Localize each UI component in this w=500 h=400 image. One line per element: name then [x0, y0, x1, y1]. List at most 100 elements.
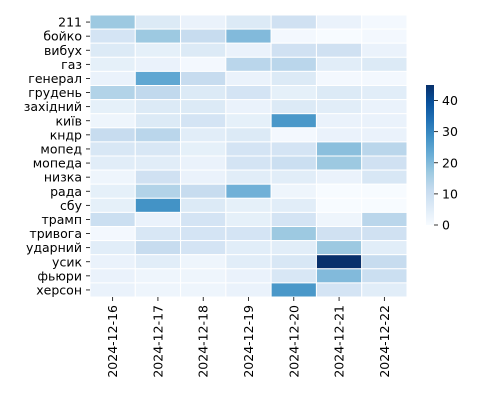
heatmap-cell — [225, 211, 272, 227]
heatmap-cell — [315, 226, 363, 242]
heatmap-cell — [270, 99, 317, 115]
heatmap-cell — [270, 155, 317, 171]
heatmap-cell — [180, 240, 227, 256]
heatmap-cell — [89, 127, 136, 143]
heatmap-cell — [225, 113, 272, 129]
x-tick-label: 2024-12-19 — [241, 305, 256, 378]
heatmap-cell — [134, 211, 182, 227]
y-tick-label: кндр — [50, 127, 82, 142]
y-tick-label: бойко — [43, 29, 82, 44]
heatmap-cell — [180, 28, 227, 44]
heatmap-cell — [134, 169, 182, 185]
heatmap-cell — [270, 254, 317, 270]
colorbar-tick-label: 10 — [442, 186, 458, 201]
x-tick-label: 2024-12-16 — [105, 305, 120, 378]
heatmap-cell — [134, 282, 182, 298]
heatmap-cell — [89, 42, 136, 58]
heatmap-cell — [315, 113, 363, 129]
heatmap-cell — [315, 155, 363, 171]
y-tick-label: газ — [61, 57, 82, 72]
heatmap-cell — [225, 14, 272, 30]
heatmap-cell — [315, 14, 363, 30]
colorbar-tick-label: 30 — [442, 124, 458, 139]
heatmap-cell — [270, 85, 317, 101]
heatmap-cell — [134, 254, 182, 270]
heatmap-cell — [89, 14, 136, 30]
heatmap-cell — [180, 169, 227, 185]
heatmap-cell — [270, 197, 317, 213]
heatmap-cell — [270, 169, 317, 185]
heatmap-cell — [270, 240, 317, 256]
heatmap-cell — [134, 268, 182, 284]
x-tick-label: 2024-12-20 — [286, 305, 301, 378]
heatmap-cell — [180, 113, 227, 129]
colorbar-tick-label: 20 — [442, 155, 458, 170]
heatmap-cell — [361, 183, 408, 199]
heatmap-cell — [134, 127, 182, 143]
y-tick-label: вибух — [44, 43, 82, 58]
heatmap-cell — [270, 282, 317, 298]
heatmap-cell — [134, 183, 182, 199]
heatmap-cell — [361, 42, 408, 58]
y-tick-label: фьюри — [37, 268, 82, 283]
heatmap-cell — [180, 282, 227, 298]
heatmap-cell — [134, 85, 182, 101]
heatmap-cell — [89, 254, 136, 270]
colorbar-gradient — [426, 85, 434, 225]
heatmap-cell — [89, 141, 136, 157]
heatmap-cell — [180, 197, 227, 213]
heatmap-cell — [180, 226, 227, 242]
heatmap-cell — [89, 268, 136, 284]
heatmap-cell — [180, 14, 227, 30]
heatmap-cell — [89, 70, 136, 87]
x-axis-ticks: 2024-12-16 2024-12-17 2024-12-18 2024-12-19… — [105, 297, 392, 378]
heatmap-cell — [361, 113, 408, 129]
y-tick-label: київ — [55, 113, 82, 128]
y-tick-label: мопед — [40, 141, 82, 156]
heatmap-cell — [89, 282, 136, 298]
heatmap-cell — [361, 282, 408, 298]
heatmap-cell — [270, 226, 317, 242]
heatmap-cell — [315, 240, 363, 256]
heatmap-cell — [361, 14, 408, 30]
heatmap-cell — [361, 226, 408, 242]
heatmap-cell — [270, 42, 317, 58]
heatmap-cell — [225, 183, 272, 199]
heatmap-cell — [134, 28, 182, 44]
heatmap-cell — [225, 155, 272, 171]
heatmap-cell — [315, 169, 363, 185]
heatmap-cell — [270, 70, 317, 87]
heatmap-cell — [225, 268, 272, 284]
y-tick-label: херсон — [36, 282, 82, 297]
heatmap-cell — [361, 169, 408, 185]
heatmap-cell — [180, 99, 227, 115]
colorbar-ticks: 0 10 20 30 40 — [434, 93, 458, 233]
x-tick-label: 2024-12-18 — [196, 305, 211, 378]
heatmap-cell — [225, 127, 272, 143]
heatmap-cell — [315, 282, 363, 298]
heatmap-cell — [270, 183, 317, 199]
heatmap-cell — [89, 85, 136, 101]
x-tick-label: 2024-12-17 — [150, 305, 165, 378]
y-tick-label: мопеда — [33, 156, 82, 171]
y-tick-label: грудень — [28, 85, 82, 100]
heatmap-cell — [134, 113, 182, 129]
colorbar-tick-label: 0 — [442, 218, 450, 233]
heatmap-cell — [89, 226, 136, 242]
x-tick-label: 2024-12-21 — [332, 305, 347, 378]
heatmap-cell — [134, 141, 182, 157]
heatmap-cell — [361, 127, 408, 143]
heatmap-cell — [180, 42, 227, 58]
heatmap-cell — [134, 99, 182, 115]
heatmap-cell — [89, 197, 136, 213]
heatmap-cell — [361, 99, 408, 115]
heatmap-cell — [361, 197, 408, 213]
heatmap-cell — [134, 197, 182, 213]
heatmap-cell — [270, 211, 317, 227]
y-tick-label: трамп — [42, 212, 82, 227]
y-tick-label: тривога — [29, 226, 82, 241]
heatmap-cell — [315, 127, 363, 143]
heatmap-cell — [180, 56, 227, 72]
heatmap-cell — [89, 183, 136, 199]
